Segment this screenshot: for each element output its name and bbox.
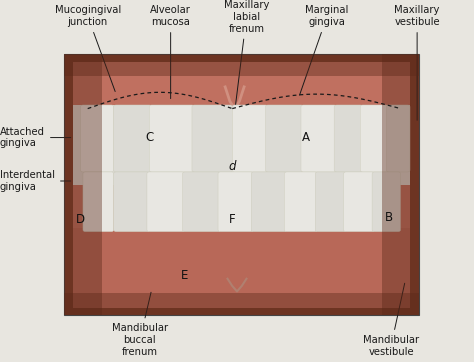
FancyBboxPatch shape [147,172,185,232]
Bar [64,293,419,315]
FancyBboxPatch shape [218,172,254,232]
Bar [73,185,410,228]
FancyBboxPatch shape [182,172,220,232]
Text: Alveolar
mucosa: Alveolar mucosa [150,5,191,98]
FancyBboxPatch shape [251,172,287,232]
Bar [64,54,102,315]
FancyBboxPatch shape [334,105,363,172]
Text: B: B [384,211,393,224]
FancyBboxPatch shape [114,172,149,232]
Bar [382,54,419,315]
Text: D: D [76,212,85,226]
FancyBboxPatch shape [149,105,194,172]
Text: Maxillary
vestibule: Maxillary vestibule [394,5,440,120]
Text: Mandibular
buccal
frenum: Mandibular buccal frenum [112,292,168,357]
FancyBboxPatch shape [265,105,303,172]
Bar [64,54,419,76]
FancyBboxPatch shape [301,105,337,172]
Text: Mucogingival
junction: Mucogingival junction [55,5,121,92]
Text: Interdental
gingiva: Interdental gingiva [0,170,71,192]
FancyBboxPatch shape [114,105,152,172]
FancyBboxPatch shape [232,105,268,172]
FancyBboxPatch shape [315,172,346,232]
Bar [73,105,410,185]
Text: A: A [302,131,310,144]
Bar [73,105,410,163]
Text: E: E [181,269,189,282]
FancyBboxPatch shape [284,172,318,232]
FancyBboxPatch shape [192,105,232,172]
FancyBboxPatch shape [81,105,114,172]
FancyBboxPatch shape [386,105,410,172]
Text: F: F [229,212,236,226]
Text: Marginal
gingiva: Marginal gingiva [300,5,349,95]
Text: d: d [228,160,236,173]
FancyBboxPatch shape [360,105,389,172]
Text: C: C [145,131,154,144]
Text: Maxillary
labial
frenum: Maxillary labial frenum [224,0,269,109]
FancyBboxPatch shape [344,172,374,232]
Text: Mandibular
vestibule: Mandibular vestibule [363,283,419,357]
Bar [73,228,410,308]
Bar [64,54,419,315]
FancyBboxPatch shape [83,172,114,232]
Bar [73,62,410,116]
FancyBboxPatch shape [372,172,401,232]
Text: Attached
gingiva: Attached gingiva [0,127,71,148]
